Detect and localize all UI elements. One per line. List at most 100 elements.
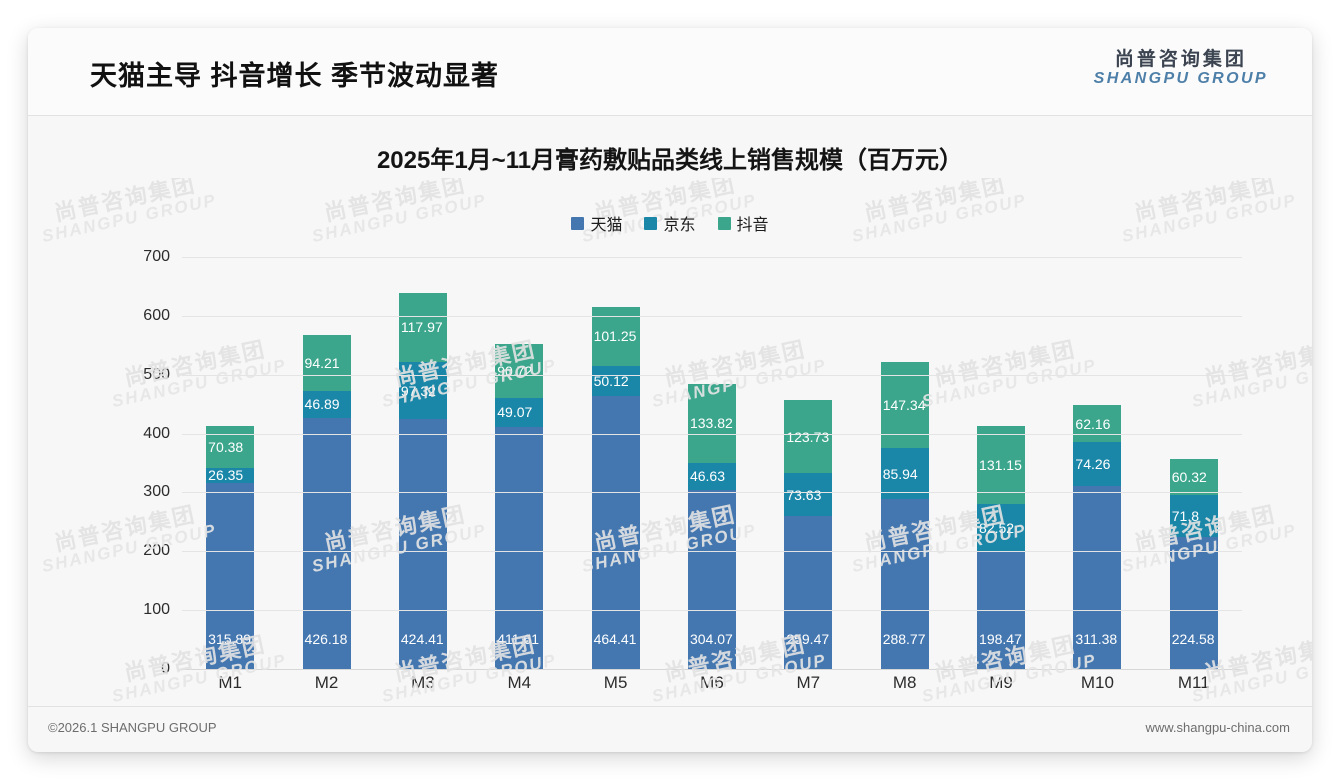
bar-segment-douyin[interactable]: 117.97 [398, 292, 447, 362]
bar-segment-jd[interactable]: 85.94 [880, 448, 929, 500]
bar-segment-jd[interactable]: 49.07 [495, 397, 544, 427]
x-axis-tick-label: M3 [411, 673, 435, 692]
bar-segment-tmall[interactable]: 315.89 [206, 483, 255, 669]
x-axis-tick-label: M2 [314, 673, 339, 692]
y-axis-tick-label: 600 [143, 306, 170, 324]
bar-value-label: 133.82 [689, 415, 733, 432]
bar-column-m5[interactable]: 101.25 50.12 464.41 [567, 257, 663, 669]
bar-value-label: 131.15 [979, 457, 1022, 474]
x-axis-tick-label: M1 [218, 673, 242, 692]
gridline [182, 669, 1242, 670]
brand-name-cn: 尚普咨询集团 [1114, 49, 1247, 70]
gridline [182, 492, 1242, 494]
x-axis-tick-label: M6 [700, 673, 724, 692]
bar-segment-douyin[interactable]: 123.73 [784, 400, 833, 473]
bar-segment-tmall[interactable]: 424.41 [398, 419, 447, 669]
stacked-bar: 94.21 46.89 426.18 [302, 335, 351, 669]
bar-value-label: 101.25 [593, 328, 637, 345]
bar-column-m7[interactable]: 123.73 73.63 259.47 [760, 257, 856, 669]
gridline [182, 551, 1242, 553]
bar-value-label: 147.34 [882, 397, 926, 414]
legend-item-2[interactable]: 京东 [644, 211, 696, 235]
slide-header: 天猫主导 抖音增长 季节波动显著 尚普咨询集团 SHANGPU GROUP [28, 28, 1312, 116]
stacked-bar: 70.38 26.35 315.89 [206, 426, 255, 669]
bar-column-m9[interactable]: 131.15 82.52 198.47 [953, 257, 1049, 669]
bar-value-label: 62.16 [1075, 415, 1111, 432]
bar-segment-jd[interactable]: 97.32 [398, 361, 447, 420]
legend-item-1[interactable]: 天猫 [571, 211, 622, 235]
bar-segment-jd[interactable]: 73.63 [784, 472, 833, 517]
slide-card: 天猫主导 抖音增长 季节波动显著 尚普咨询集团 SHANGPU GROUP 20… [28, 28, 1312, 752]
gridline [182, 315, 1242, 317]
bar-segment-tmall[interactable]: 224.58 [1169, 536, 1218, 669]
bar-value-label: 259.47 [786, 631, 830, 647]
legend-label: 京东 [663, 217, 696, 234]
bar-segment-jd[interactable]: 50.12 [591, 366, 640, 396]
brand-name-en: SHANGPU GROUP [1093, 69, 1268, 87]
bar-value-label: 311.38 [1075, 631, 1118, 647]
bar-column-m3[interactable]: 117.97 97.32 424.41 [375, 257, 471, 669]
bar-segment-douyin[interactable]: 90.72 [495, 344, 544, 398]
chart-plot-area: 70.38 26.35 315.89 94.21 46.89 426.18 117.97 97… [28, 233, 1312, 703]
bar-segment-jd[interactable]: 26.35 [206, 467, 255, 483]
bar-value-label: 426.18 [304, 631, 348, 647]
bar-segment-tmall[interactable]: 411.61 [495, 426, 544, 669]
bar-value-label: 424.41 [400, 631, 444, 647]
bar-segment-tmall[interactable]: 464.41 [591, 395, 640, 669]
bar-segment-jd[interactable]: 46.89 [302, 390, 351, 419]
stacked-bar: 60.32 71.8 224.58 [1169, 459, 1218, 669]
x-axis-tick-label: M7 [796, 673, 821, 692]
bar-segment-douyin[interactable]: 62.16 [1073, 405, 1122, 443]
bar-value-label: 464.41 [593, 631, 637, 647]
stacked-bar: 131.15 82.52 198.47 [977, 426, 1026, 669]
bar-segment-tmall[interactable]: 259.47 [784, 516, 833, 669]
bar-segment-tmall[interactable]: 288.77 [880, 499, 929, 669]
gridline [182, 257, 1242, 258]
y-axis-tick-label: 200 [143, 542, 170, 560]
bar-segment-douyin[interactable]: 133.82 [687, 383, 736, 463]
y-axis-tick-label: 100 [143, 601, 170, 619]
bar-value-label: 82.52 [979, 519, 1015, 536]
legend-item-3[interactable]: 抖音 [717, 211, 769, 235]
bar-segment-jd[interactable]: 46.63 [687, 462, 736, 491]
x-axis-tick-label: M5 [603, 673, 628, 692]
bar-value-label: 97.32 [400, 382, 436, 399]
stacked-bar: 90.72 49.07 411.61 [495, 344, 544, 669]
bar-value-label: 71.8 [1171, 507, 1200, 524]
footer-website: www.shangpu-china.com [1145, 720, 1290, 735]
bar-value-label: 49.07 [497, 404, 533, 421]
bar-segment-jd[interactable]: 71.8 [1169, 494, 1218, 537]
y-axis-tick-label: 500 [143, 365, 170, 383]
bar-column-m2[interactable]: 94.21 46.89 426.18 [278, 257, 374, 669]
bar-column-m10[interactable]: 62.16 74.26 311.38 [1049, 257, 1145, 669]
x-axis-labels: M1 M2 M3 M4 M5 M6 M7 M8 M9 M10 M11 [182, 673, 1242, 693]
bar-column-m11[interactable]: 60.32 71.8 224.58 [1146, 257, 1242, 669]
bar-value-label: 60.32 [1171, 468, 1207, 485]
bar-segment-tmall[interactable]: 304.07 [687, 490, 736, 669]
chart-title: 2025年1月~11月膏药敷贴品类线上销售规模（百万元） [376, 147, 964, 174]
bar-value-label: 198.47 [979, 631, 1022, 647]
legend-label: 天猫 [590, 217, 623, 234]
bar-segment-jd[interactable]: 82.52 [977, 503, 1026, 553]
bar-segment-jd[interactable]: 74.26 [1073, 442, 1122, 486]
bar-value-label: 123.73 [786, 428, 830, 445]
bar-segment-tmall[interactable]: 426.18 [302, 418, 351, 669]
legend-swatch-icon [644, 216, 658, 230]
y-axis-tick-label: 400 [143, 424, 170, 442]
bar-column-m6[interactable]: 133.82 46.63 304.07 [664, 257, 760, 669]
bar-column-m4[interactable]: 90.72 49.07 411.61 [471, 257, 567, 669]
gridline [182, 610, 1242, 612]
legend-swatch-icon [717, 216, 731, 230]
bar-segment-douyin[interactable]: 131.15 [977, 426, 1026, 504]
bar-segment-tmall[interactable]: 311.38 [1073, 485, 1122, 669]
bar-column-m1[interactable]: 70.38 26.35 315.89 [182, 257, 278, 669]
bar-segment-douyin[interactable]: 60.32 [1169, 459, 1218, 495]
legend-label: 抖音 [736, 217, 769, 234]
x-axis-tick-label: M4 [507, 673, 532, 692]
bar-group: 70.38 26.35 315.89 94.21 46.89 426.18 117.97 97… [182, 257, 1242, 669]
bar-segment-douyin[interactable]: 70.38 [206, 426, 255, 468]
bar-value-label: 288.77 [882, 631, 926, 647]
bar-segment-douyin[interactable]: 94.21 [302, 335, 351, 391]
bar-column-m8[interactable]: 147.34 85.94 288.77 [857, 257, 953, 669]
